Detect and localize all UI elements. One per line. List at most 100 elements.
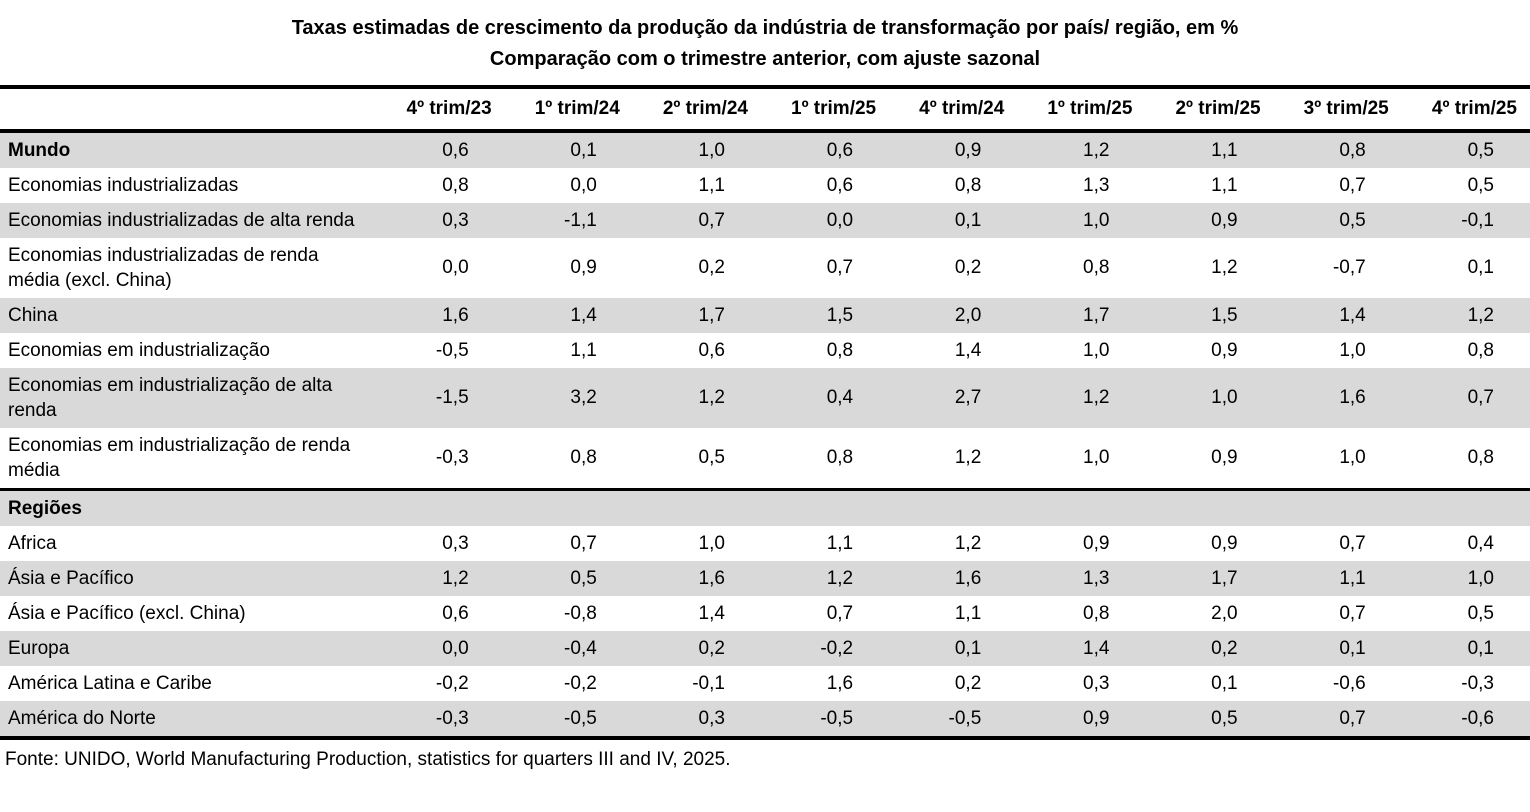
cell-value: 0,2: [698, 257, 725, 278]
cell-value: -1,1: [564, 209, 597, 231]
cell-value: 1,1: [1211, 139, 1238, 161]
row-label: China: [8, 305, 58, 326]
column-header: 1º trim/25: [760, 87, 890, 133]
cell-value: 1,6: [442, 304, 469, 326]
cell-value: 0,9: [1083, 707, 1110, 729]
cell-value: 0,6: [442, 139, 469, 161]
row-label: Economias industrializadas de alta renda: [8, 210, 355, 231]
cell-value: 0,3: [442, 532, 469, 554]
cell-value: 0,8: [1083, 257, 1110, 278]
cell-value: [632, 488, 761, 526]
cell-value: 0,3: [442, 209, 469, 231]
row-label: Economias industrializadas de renda médi…: [8, 245, 319, 291]
cell-value: [1145, 488, 1274, 526]
cell-value: 1,4: [698, 602, 725, 624]
cell-value: 0,9: [1211, 339, 1238, 361]
table-row: América Latina e Caribe -0,2 -0,2 -0,1 1,6 0,…: [0, 666, 1530, 701]
row-label: Economias em industrialização: [8, 340, 270, 361]
cell-value: 0,8: [570, 447, 597, 468]
cell-value: 0,4: [826, 387, 854, 408]
cell-value: 2,0: [954, 304, 982, 326]
cell-value: 0,5: [570, 567, 597, 589]
cell-value: 1,2: [442, 567, 469, 589]
row-label: Africa: [8, 533, 57, 554]
cell-value: 0,6: [826, 174, 854, 196]
table-row: Economias em industrialização -0,5 1,1 0,6 0…: [0, 333, 1530, 368]
cell-value: [1273, 488, 1402, 526]
cell-value: 0,7: [1467, 387, 1494, 408]
cell-value: 1,2: [1211, 257, 1238, 278]
cell-value: 1,2: [1083, 387, 1110, 408]
cell-value: 1,6: [1339, 387, 1366, 408]
cell-value: -1,5: [435, 387, 469, 408]
cell-value: 1,4: [1083, 637, 1110, 659]
cell-value: 0,7: [826, 602, 854, 624]
cell-value: 0,4: [1467, 532, 1494, 554]
table-row: Economias industrializadas 0,8 0,0 1,1 0,6 0,…: [0, 168, 1530, 203]
cell-value: 1,1: [570, 339, 597, 361]
cell-value: 1,4: [1339, 304, 1366, 326]
row-label: América Latina e Caribe: [8, 673, 212, 694]
cell-value: 0,2: [954, 672, 982, 694]
cell-value: 1,6: [826, 672, 854, 694]
table-row: Africa 0,3 0,7 1,0 1,1 1,2 0,9 0,9 0,7 0,4: [0, 526, 1530, 561]
cell-value: 0,2: [954, 257, 982, 278]
cell-value: 0,8: [954, 174, 982, 196]
cell-value: 0,3: [1083, 672, 1110, 694]
cell-value: -0,6: [1461, 707, 1494, 729]
column-header: 3º trim/25: [1273, 87, 1402, 133]
cell-value: -0,3: [435, 447, 469, 468]
header-row: 4º trim/23 1º trim/24 2º trim/24 1º trim/25…: [0, 87, 1530, 133]
cell-value: 0,9: [1083, 532, 1110, 554]
page-title: Taxas estimadas de crescimento da produç…: [291, 17, 1239, 39]
cell-value: 0,1: [1467, 637, 1494, 659]
cell-value: -0,5: [435, 339, 469, 361]
cell-value: -0,1: [1461, 209, 1494, 231]
cell-value: 1,6: [698, 567, 725, 589]
cell-value: 0,0: [570, 174, 597, 196]
cell-value: 0,6: [826, 139, 854, 161]
cell-value: [1017, 488, 1146, 526]
column-header: 2º trim/25: [1145, 87, 1274, 133]
cell-value: 0,8: [826, 339, 854, 361]
cell-value: -0,5: [948, 707, 982, 729]
cell-value: 1,4: [954, 339, 982, 361]
corner-cell: [0, 87, 377, 133]
cell-value: 0,5: [1467, 602, 1494, 624]
cell-value: 0,2: [698, 637, 725, 659]
section-row: Regiões: [0, 488, 1530, 526]
table-row: Economias em industrialização de alta re…: [0, 368, 1530, 428]
cell-value: 0,1: [954, 209, 982, 231]
cell-value: -0,5: [564, 707, 597, 729]
cell-value: 1,5: [826, 304, 854, 326]
cell-value: 0,7: [1339, 602, 1366, 624]
cell-value: 1,1: [954, 602, 982, 624]
cell-value: 0,7: [1339, 707, 1366, 729]
cell-value: -0,3: [1461, 672, 1494, 694]
cell-value: 1,6: [954, 567, 982, 589]
cell-value: 0,1: [1467, 257, 1494, 278]
cell-value: 0,5: [698, 447, 725, 468]
cell-value: 0,1: [1211, 672, 1238, 694]
cell-value: 0,7: [1339, 174, 1366, 196]
row-label: Economias em industrialização de renda m…: [8, 435, 351, 481]
row-label: Economias industrializadas: [8, 175, 239, 196]
cell-value: [889, 488, 1018, 526]
cell-value: 0,0: [442, 637, 469, 659]
cell-value: 0,7: [1339, 532, 1366, 554]
cell-value: 1,2: [954, 532, 982, 554]
cell-value: 1,7: [698, 304, 725, 326]
row-label: Mundo: [8, 140, 71, 161]
cell-value: 0,8: [1083, 602, 1110, 624]
cell-value: 0,6: [698, 339, 725, 361]
table-row: Economias em industrialização de renda m…: [0, 428, 1530, 490]
cell-value: 1,1: [826, 532, 854, 554]
growth-rates-table: 4º trim/23 1º trim/24 2º trim/24 1º trim/25…: [0, 85, 1530, 740]
table-row: Mundo 0,6 0,1 1,0 0,6 0,9 1,2 1,1 0,8 0,5: [0, 131, 1530, 168]
cell-value: -0,6: [1332, 672, 1366, 694]
table-row: Ásia e Pacífico (excl. China) 0,6 -0,8 1,4 0…: [0, 596, 1530, 631]
cell-value: 0,5: [1339, 209, 1366, 231]
column-header: 4º trim/25: [1401, 87, 1530, 133]
cell-value: -0,8: [564, 602, 597, 624]
